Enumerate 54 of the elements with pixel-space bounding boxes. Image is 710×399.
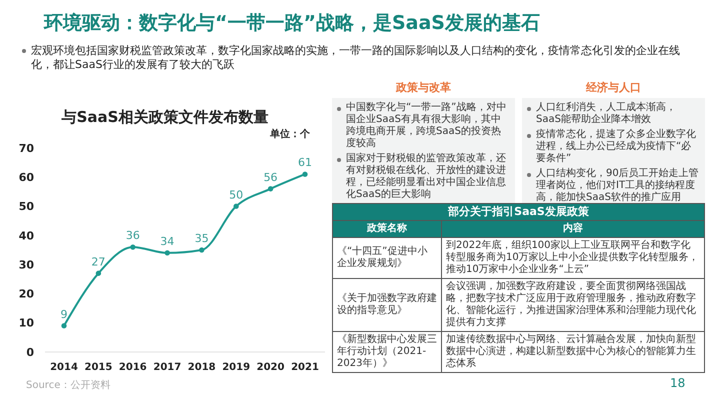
data-label: 34 (160, 234, 174, 248)
point (302, 172, 308, 177)
text: 人口红利消失，人工成本渐高，SaaS能帮助企业降本增效 (536, 102, 676, 125)
text: 会议强调，加强数字政府建设，要全面贯彻网络强国战略，把数字技术广泛应用于政府管理服务，推动政府数字化、智能化运行，为推进国家治理体系和治理能力现代化提供有力支撑 (446, 281, 696, 328)
text: 政策与改革 (396, 81, 451, 94)
x-tick-label: 2017 (153, 362, 182, 373)
chart-title: 与SaaS相关政策文件发布数量 (60, 108, 268, 126)
text: 经济与人口 (586, 81, 641, 94)
data-label: 61 (298, 156, 312, 170)
text: 政策名称 (367, 223, 407, 234)
x-tick-label: 2015 (84, 362, 112, 373)
x-tick-label: 2016 (118, 362, 147, 373)
text: 人口结构变化，90后员工开始走上管理者岗位，他们对IT工具的接纳程度高，能加快SaaS软件的推广应用 (536, 168, 699, 203)
y-tick-label: 0 (26, 346, 34, 359)
point (199, 247, 204, 253)
text: 《关于加强数字政府建设的指导意见》 (337, 293, 437, 316)
data-label: 27 (91, 255, 106, 268)
text: 部分关于指引SaaS发展政策 (448, 205, 589, 218)
text: 国家对于财税银的监管政策改革，还有对财税银在线化、开放性的建设进程，已经能明显看出对中国企业信息化SaaS的巨大影响 (346, 153, 506, 200)
point (268, 186, 274, 192)
text: 《新型数据中心发展三年行动计划（2021-2023年）》 (337, 334, 437, 369)
text: 《“十四五”促进中小企业发展规划》 (337, 246, 428, 269)
y-tick-label: 70 (18, 142, 34, 155)
y-tick-label: 40 (18, 229, 34, 242)
y-tick-label: 60 (18, 170, 34, 184)
text: 宏观环境包括国家财税监管政策改革，数字化国家战略的实施，一带一路的国际影响以及人口结构的变化，疫情常态化引发的企业在线化，都让SaaS行业的发展有了较大的飞跃 (31, 44, 680, 71)
x-tick-label: 2014 (50, 362, 78, 373)
data-label: 9 (60, 308, 68, 321)
point (61, 323, 67, 328)
data-label: 36 (126, 229, 140, 242)
point (164, 250, 170, 256)
text: 疫情常态化，提速了众多企业数字化进程，线上办公已经成为疫情下“必要条件” (536, 129, 696, 164)
text: 加速传统数据中心与网络、云计算融合发展，加快向新型数据中心演进，构建以新型数据中心为核心的智能算力生态体系 (446, 334, 696, 369)
text: 环境驱动：数字化与“一带一路”战略，是SaaS发展的基石 (44, 12, 540, 34)
point (130, 244, 136, 250)
y-tick-label: 50 (18, 200, 34, 214)
y-axis-title: 单位：个 (269, 128, 311, 140)
x-tick-label: 2021 (291, 362, 319, 373)
data-label: 56 (264, 170, 278, 184)
x-tick-label: 2018 (188, 362, 216, 373)
text: 到2022年底，组织100家以上工业互联网平台和数字化转型服务商为10万家以上中小企业提供数字化转型服务，推动10万家中小企业业务“上云” (446, 240, 699, 275)
point (96, 270, 102, 276)
data-label: 50 (229, 188, 244, 202)
y-tick-label: 10 (18, 316, 34, 330)
data-label: 35 (194, 232, 209, 245)
x-tick-label: 2019 (222, 362, 250, 373)
point (233, 204, 239, 209)
text: 内容 (563, 223, 583, 234)
text: 中国数字化与“一带一路”战略，对中国企业SaaS有具有很大影响，其中跨境电商开展，跨境SaaS的投资热度较高 (346, 102, 506, 149)
text: 18 (670, 376, 686, 390)
source-note: Source：公开资料 (26, 380, 110, 391)
y-tick-label: 20 (18, 288, 34, 301)
y-tick-label: 30 (18, 258, 34, 272)
x-tick-label: 2020 (256, 362, 285, 373)
